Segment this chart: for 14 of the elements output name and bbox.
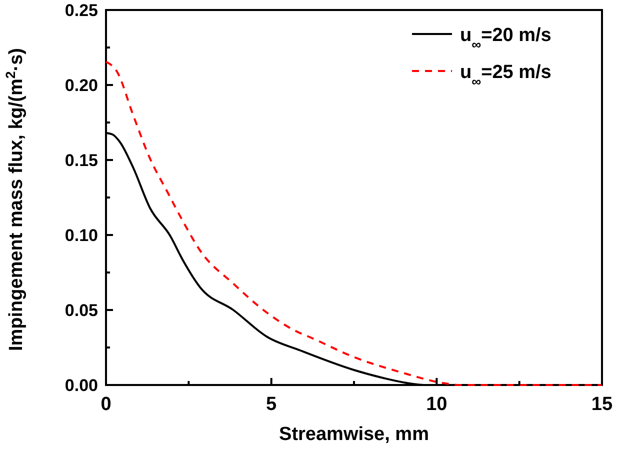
- legend-label: u$_{∞}$=20 m/s: [460, 25, 552, 52]
- x-axis-title: Streamwise, mm: [279, 424, 429, 445]
- line-series: [105, 60, 603, 386]
- y-tick-label: 0.10: [64, 226, 98, 245]
- x-tick-label: 0: [100, 394, 112, 415]
- x-tick-label: 10: [426, 394, 448, 415]
- y-tick-label: 0.25: [64, 1, 98, 20]
- x-tick-label: 5: [266, 394, 278, 415]
- x-tick-label: 15: [591, 394, 613, 415]
- legend-label: u$_{∞}$=25 m/s: [460, 62, 552, 88]
- y-tick-label: 0.00: [64, 376, 98, 395]
- y-tick-label: 0.20: [64, 76, 98, 95]
- y-tick-label: 0.05: [64, 301, 98, 320]
- y-tick-label: 0.15: [64, 151, 98, 170]
